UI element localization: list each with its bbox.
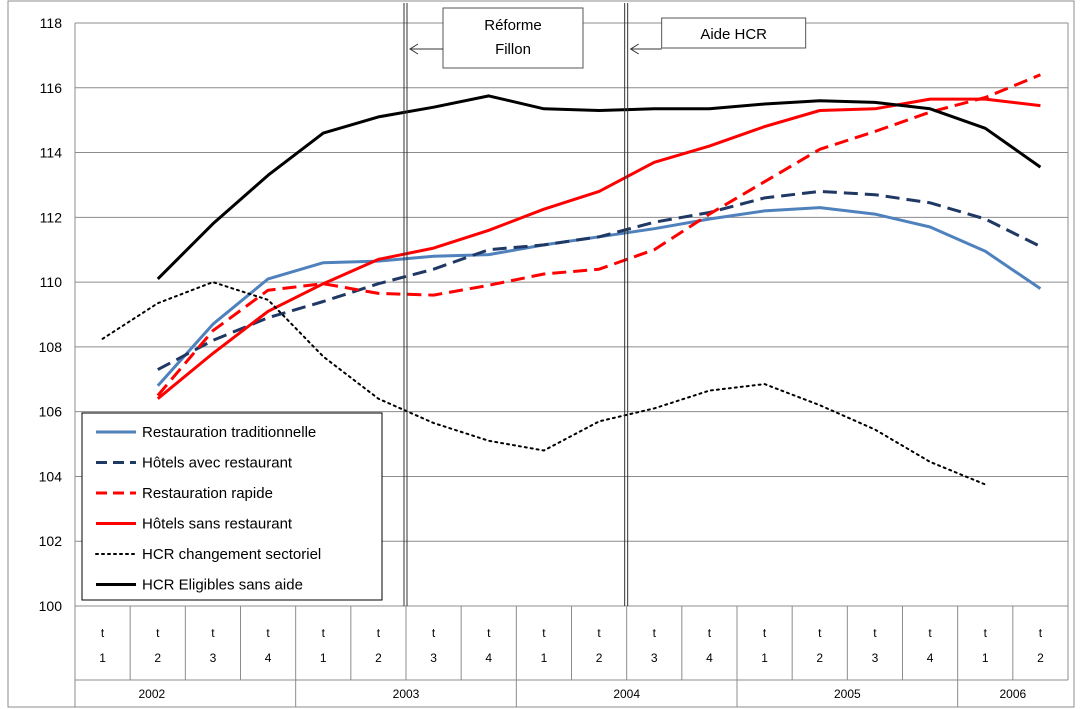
x-tick-quarter: 2 — [596, 651, 603, 665]
series-line-5 — [101, 281, 987, 486]
x-year-label: 2002 — [138, 687, 165, 701]
y-tick-label: 114 — [40, 145, 63, 161]
y-tick-label: 116 — [40, 80, 63, 96]
x-tick-quarter: 3 — [430, 651, 437, 665]
y-tick-label: 112 — [40, 209, 63, 225]
x-tick-t: t — [487, 626, 491, 640]
y-tick-label: 118 — [40, 15, 63, 31]
x-tick-quarter: 1 — [982, 651, 989, 665]
y-tick-label: 104 — [39, 468, 63, 484]
annotation-arrowhead — [629, 43, 639, 55]
x-tick-quarter: 2 — [1037, 651, 1044, 665]
x-tick-t: t — [818, 626, 822, 640]
y-tick-label: 108 — [39, 339, 63, 355]
series-lines — [101, 73, 1042, 486]
x-tick-t: t — [101, 626, 105, 640]
legend-label: Restauration traditionnelle — [142, 424, 316, 441]
series-line-3 — [156, 73, 1041, 397]
x-axis-table: t 1 t 2 t 3 t 4 t 1 t 2 t 3 t 4 t 1 t 2 t 3 t 4 t 1 t 2 t 3 t 4 t 1 t 2 2002… — [74, 606, 1069, 707]
x-tick-t: t — [708, 626, 712, 640]
x-tick-t: t — [597, 626, 601, 640]
x-tick-quarter: 2 — [375, 651, 382, 665]
x-tick-quarter: 1 — [761, 651, 768, 665]
x-tick-t: t — [984, 626, 988, 640]
x-tick-quarter: 3 — [872, 651, 879, 665]
legend-box — [81, 412, 383, 601]
x-tick-t: t — [653, 626, 657, 640]
x-tick-quarter: 1 — [541, 651, 548, 665]
y-tick-label: 110 — [40, 274, 63, 290]
legend-label: Restauration rapide — [142, 485, 273, 502]
y-tick-label: 100 — [39, 598, 63, 614]
y-tick-label: 102 — [39, 533, 63, 549]
x-tick-t: t — [1039, 626, 1043, 640]
x-tick-quarter: 4 — [265, 651, 272, 665]
x-tick-quarter: 1 — [320, 651, 327, 665]
x-tick-t: t — [266, 626, 270, 640]
x-tick-quarter: 4 — [485, 651, 492, 665]
x-tick-quarter: 4 — [706, 651, 713, 665]
x-tick-quarter: 3 — [651, 651, 658, 665]
legend-label: Hôtels avec restaurant — [142, 455, 293, 472]
x-year-label: 2004 — [613, 687, 640, 701]
x-year-label: 2005 — [834, 687, 861, 701]
annotation-box — [442, 7, 584, 69]
x-tick-t: t — [377, 626, 381, 640]
annotation-text: Fillon — [495, 41, 531, 58]
x-tick-t: t — [322, 626, 326, 640]
x-tick-t: t — [156, 626, 160, 640]
x-tick-quarter: 1 — [99, 651, 106, 665]
x-tick-t: t — [432, 626, 436, 640]
x-tick-quarter: 4 — [927, 651, 934, 665]
x-tick-t: t — [873, 626, 877, 640]
event-markers: Réforme Fillon Aide HCR — [403, 3, 807, 606]
legend: Restauration traditionnelle Hôtels avec r… — [81, 412, 383, 601]
x-tick-quarter: 2 — [154, 651, 161, 665]
series-line-6 — [156, 94, 1042, 280]
series-line-2 — [157, 189, 1042, 371]
x-year-label: 2003 — [393, 687, 420, 701]
x-tick-t: t — [211, 626, 215, 640]
x-tick-t: t — [928, 626, 932, 640]
y-tick-label: 106 — [39, 404, 63, 420]
x-tick-t: t — [763, 626, 767, 640]
legend-label: Hôtels sans restaurant — [142, 516, 293, 533]
x-tick-quarter: 2 — [816, 651, 823, 665]
x-tick-t: t — [542, 626, 546, 640]
x-year-label: 2006 — [999, 687, 1026, 701]
y-axis-ticks: 100 102 104 106 108 110 112 114 116 118 — [39, 15, 63, 614]
annotation-text: Aide HCR — [700, 26, 767, 43]
legend-label: HCR Eligibles sans aide — [142, 577, 303, 594]
annotation-arrowhead — [409, 43, 419, 55]
annotation-box — [661, 17, 807, 49]
annotation-text: Réforme — [484, 17, 542, 34]
x-tick-quarter: 3 — [210, 651, 217, 665]
legend-label: HCR changement sectoriel — [142, 546, 321, 563]
